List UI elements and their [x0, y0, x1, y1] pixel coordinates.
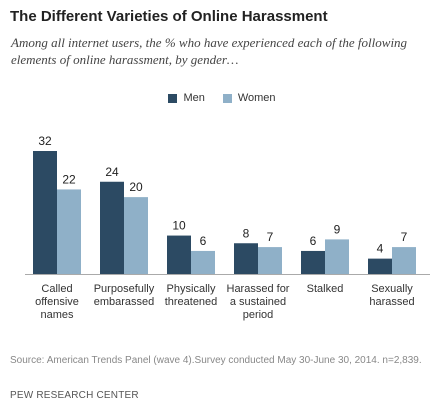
category-label-1-line-1: embarassed	[94, 296, 155, 308]
category-label-1-line-0: Purposefully	[94, 283, 155, 295]
data-label-men-5: 4	[377, 242, 384, 256]
data-label-men-4: 6	[310, 234, 317, 248]
legend-label-men: Men	[183, 92, 205, 104]
bar-women-3	[258, 247, 282, 274]
category-label-2-line-1: threatened	[165, 296, 218, 308]
organization-name: PEW RESEARCH CENTER	[10, 390, 139, 401]
data-label-women-1: 20	[129, 180, 143, 194]
category-label-3-line-0: Harassed for	[227, 283, 290, 295]
legend-swatch-men	[168, 93, 178, 103]
data-label-men-0: 32	[38, 134, 52, 148]
data-label-women-4: 9	[334, 222, 341, 236]
category-label-0-line-0: Called	[41, 283, 72, 295]
legend-swatch-women	[222, 93, 232, 103]
category-label-0-line-1: offensive	[35, 296, 79, 308]
bar-men-0	[33, 151, 57, 274]
data-label-women-5: 7	[401, 230, 408, 244]
bar-women-4	[325, 239, 349, 274]
category-label-2-line-0: Physically	[167, 283, 216, 295]
bar-men-3	[234, 243, 258, 274]
data-label-women-3: 7	[267, 230, 274, 244]
chart-subtitle: Among all internet users, the % who have…	[11, 35, 408, 67]
bar-women-2	[191, 250, 215, 274]
category-label-5-line-0: Sexually	[371, 283, 413, 295]
bar-men-2	[167, 235, 191, 274]
data-label-men-1: 24	[105, 165, 119, 179]
legend-item-women: Women	[222, 92, 276, 104]
bar-men-1	[100, 181, 124, 274]
bar-men-4	[301, 250, 325, 274]
category-label-3-line-1: a sustained	[230, 296, 286, 308]
data-label-men-3: 8	[243, 226, 250, 240]
bar-women-5	[392, 247, 416, 274]
bar-women-0	[57, 189, 81, 274]
category-label-3-line-2: period	[243, 309, 274, 321]
data-label-women-2: 6	[200, 234, 207, 248]
category-label-0-line-2: names	[40, 309, 74, 321]
source-note: Source: American Trends Panel (wave 4).S…	[10, 355, 422, 366]
data-label-women-0: 22	[62, 172, 76, 186]
chart-title: The Different Varieties of Online Harass…	[10, 8, 328, 25]
data-label-men-2: 10	[172, 219, 186, 233]
legend-item-men: Men	[168, 92, 205, 104]
legend-label-women: Women	[237, 92, 276, 104]
legend: Men Women	[0, 92, 444, 104]
bar-men-5	[368, 258, 392, 274]
bar-women-1	[124, 197, 148, 274]
category-label-5-line-1: harassed	[369, 296, 414, 308]
category-label-4-line-0: Stalked	[307, 283, 344, 295]
